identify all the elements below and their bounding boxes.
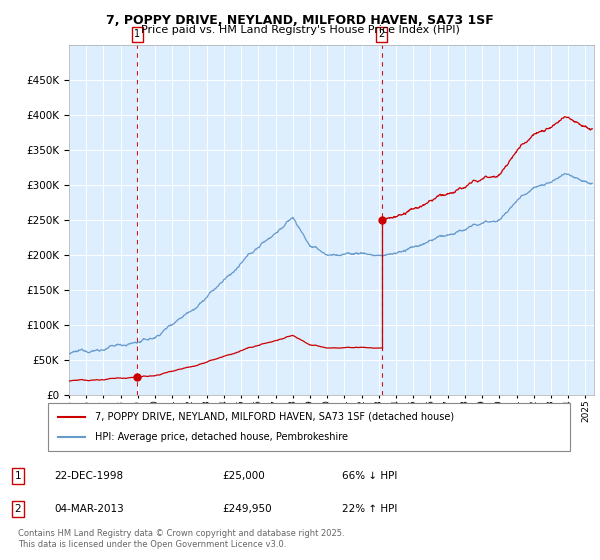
Text: Price paid vs. HM Land Registry's House Price Index (HPI): Price paid vs. HM Land Registry's House … <box>140 25 460 35</box>
Text: 1: 1 <box>134 29 140 39</box>
Text: 22-DEC-1998: 22-DEC-1998 <box>54 471 123 481</box>
Text: 7, POPPY DRIVE, NEYLAND, MILFORD HAVEN, SA73 1SF (detached house): 7, POPPY DRIVE, NEYLAND, MILFORD HAVEN, … <box>95 412 454 422</box>
FancyBboxPatch shape <box>48 403 570 451</box>
Text: Contains HM Land Registry data © Crown copyright and database right 2025.
This d: Contains HM Land Registry data © Crown c… <box>18 529 344 549</box>
Text: 2: 2 <box>14 504 22 514</box>
Text: 22% ↑ HPI: 22% ↑ HPI <box>342 504 397 514</box>
Text: HPI: Average price, detached house, Pembrokeshire: HPI: Average price, detached house, Pemb… <box>95 432 348 442</box>
Text: 7, POPPY DRIVE, NEYLAND, MILFORD HAVEN, SA73 1SF: 7, POPPY DRIVE, NEYLAND, MILFORD HAVEN, … <box>106 14 494 27</box>
Text: 2: 2 <box>379 29 385 39</box>
Text: £249,950: £249,950 <box>222 504 272 514</box>
Text: £25,000: £25,000 <box>222 471 265 481</box>
Text: 04-MAR-2013: 04-MAR-2013 <box>54 504 124 514</box>
Text: 1: 1 <box>14 471 22 481</box>
Text: 66% ↓ HPI: 66% ↓ HPI <box>342 471 397 481</box>
